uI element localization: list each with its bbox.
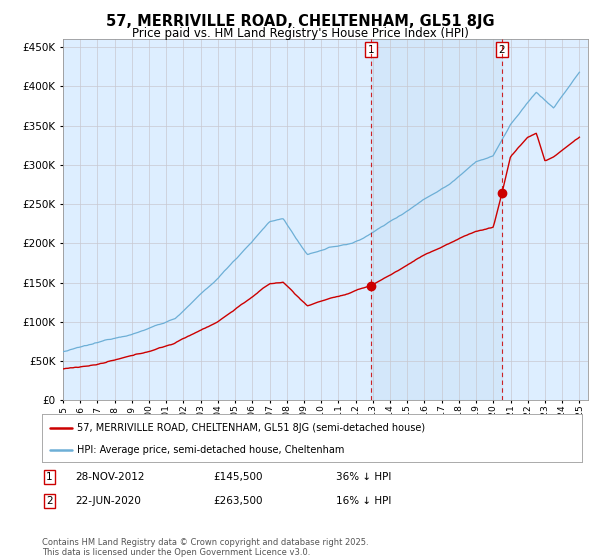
Text: 57, MERRIVILLE ROAD, CHELTENHAM, GL51 8JG: 57, MERRIVILLE ROAD, CHELTENHAM, GL51 8J… [106,14,494,29]
Text: Contains HM Land Registry data © Crown copyright and database right 2025.
This d: Contains HM Land Registry data © Crown c… [42,538,368,557]
Text: 28-NOV-2012: 28-NOV-2012 [75,472,145,482]
Text: £263,500: £263,500 [213,496,263,506]
Text: 1: 1 [368,45,375,55]
Text: 36% ↓ HPI: 36% ↓ HPI [336,472,391,482]
Text: 2: 2 [499,45,505,55]
Text: 1: 1 [46,472,53,482]
Text: 57, MERRIVILLE ROAD, CHELTENHAM, GL51 8JG (semi-detached house): 57, MERRIVILLE ROAD, CHELTENHAM, GL51 8J… [77,423,425,433]
Text: 16% ↓ HPI: 16% ↓ HPI [336,496,391,506]
Text: HPI: Average price, semi-detached house, Cheltenham: HPI: Average price, semi-detached house,… [77,445,344,455]
Text: £145,500: £145,500 [213,472,263,482]
Bar [371,39,502,400]
Text: 22-JUN-2020: 22-JUN-2020 [75,496,141,506]
Text: 2: 2 [46,496,53,506]
Text: Price paid vs. HM Land Registry's House Price Index (HPI): Price paid vs. HM Land Registry's House … [131,27,469,40]
